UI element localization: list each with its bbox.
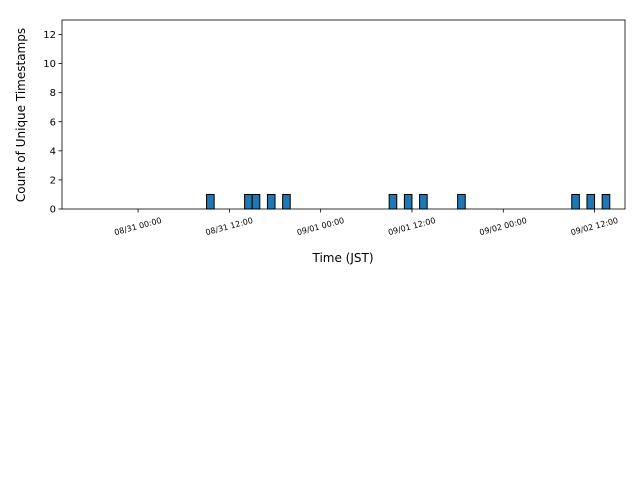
bar xyxy=(571,193,580,210)
bar xyxy=(586,193,596,210)
bar xyxy=(266,193,276,210)
bar xyxy=(419,193,428,210)
bar xyxy=(388,193,398,210)
y-tick-label: 4 xyxy=(50,146,56,157)
y-tick-label: 0 xyxy=(50,205,56,216)
x-axis-label: Time (JST) xyxy=(311,251,373,265)
y-axis-label: Count of Unique Timestamps xyxy=(14,28,28,202)
y-tick-label: 12 xyxy=(43,30,56,41)
bar xyxy=(244,193,253,210)
bar xyxy=(403,193,413,210)
y-tick-label: 6 xyxy=(50,117,56,128)
bar xyxy=(282,193,291,210)
y-tick-label: 8 xyxy=(50,88,56,99)
bar xyxy=(601,193,611,210)
y-tick-label: 2 xyxy=(50,175,56,186)
plot-frame xyxy=(61,19,626,210)
y-tick-label: 10 xyxy=(43,59,56,70)
bar xyxy=(206,193,215,210)
bar xyxy=(251,193,261,210)
bar xyxy=(457,193,466,210)
